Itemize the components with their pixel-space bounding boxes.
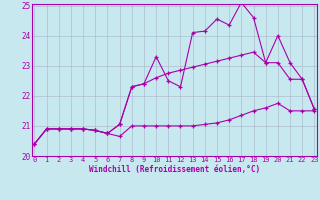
X-axis label: Windchill (Refroidissement éolien,°C): Windchill (Refroidissement éolien,°C) [89, 165, 260, 174]
